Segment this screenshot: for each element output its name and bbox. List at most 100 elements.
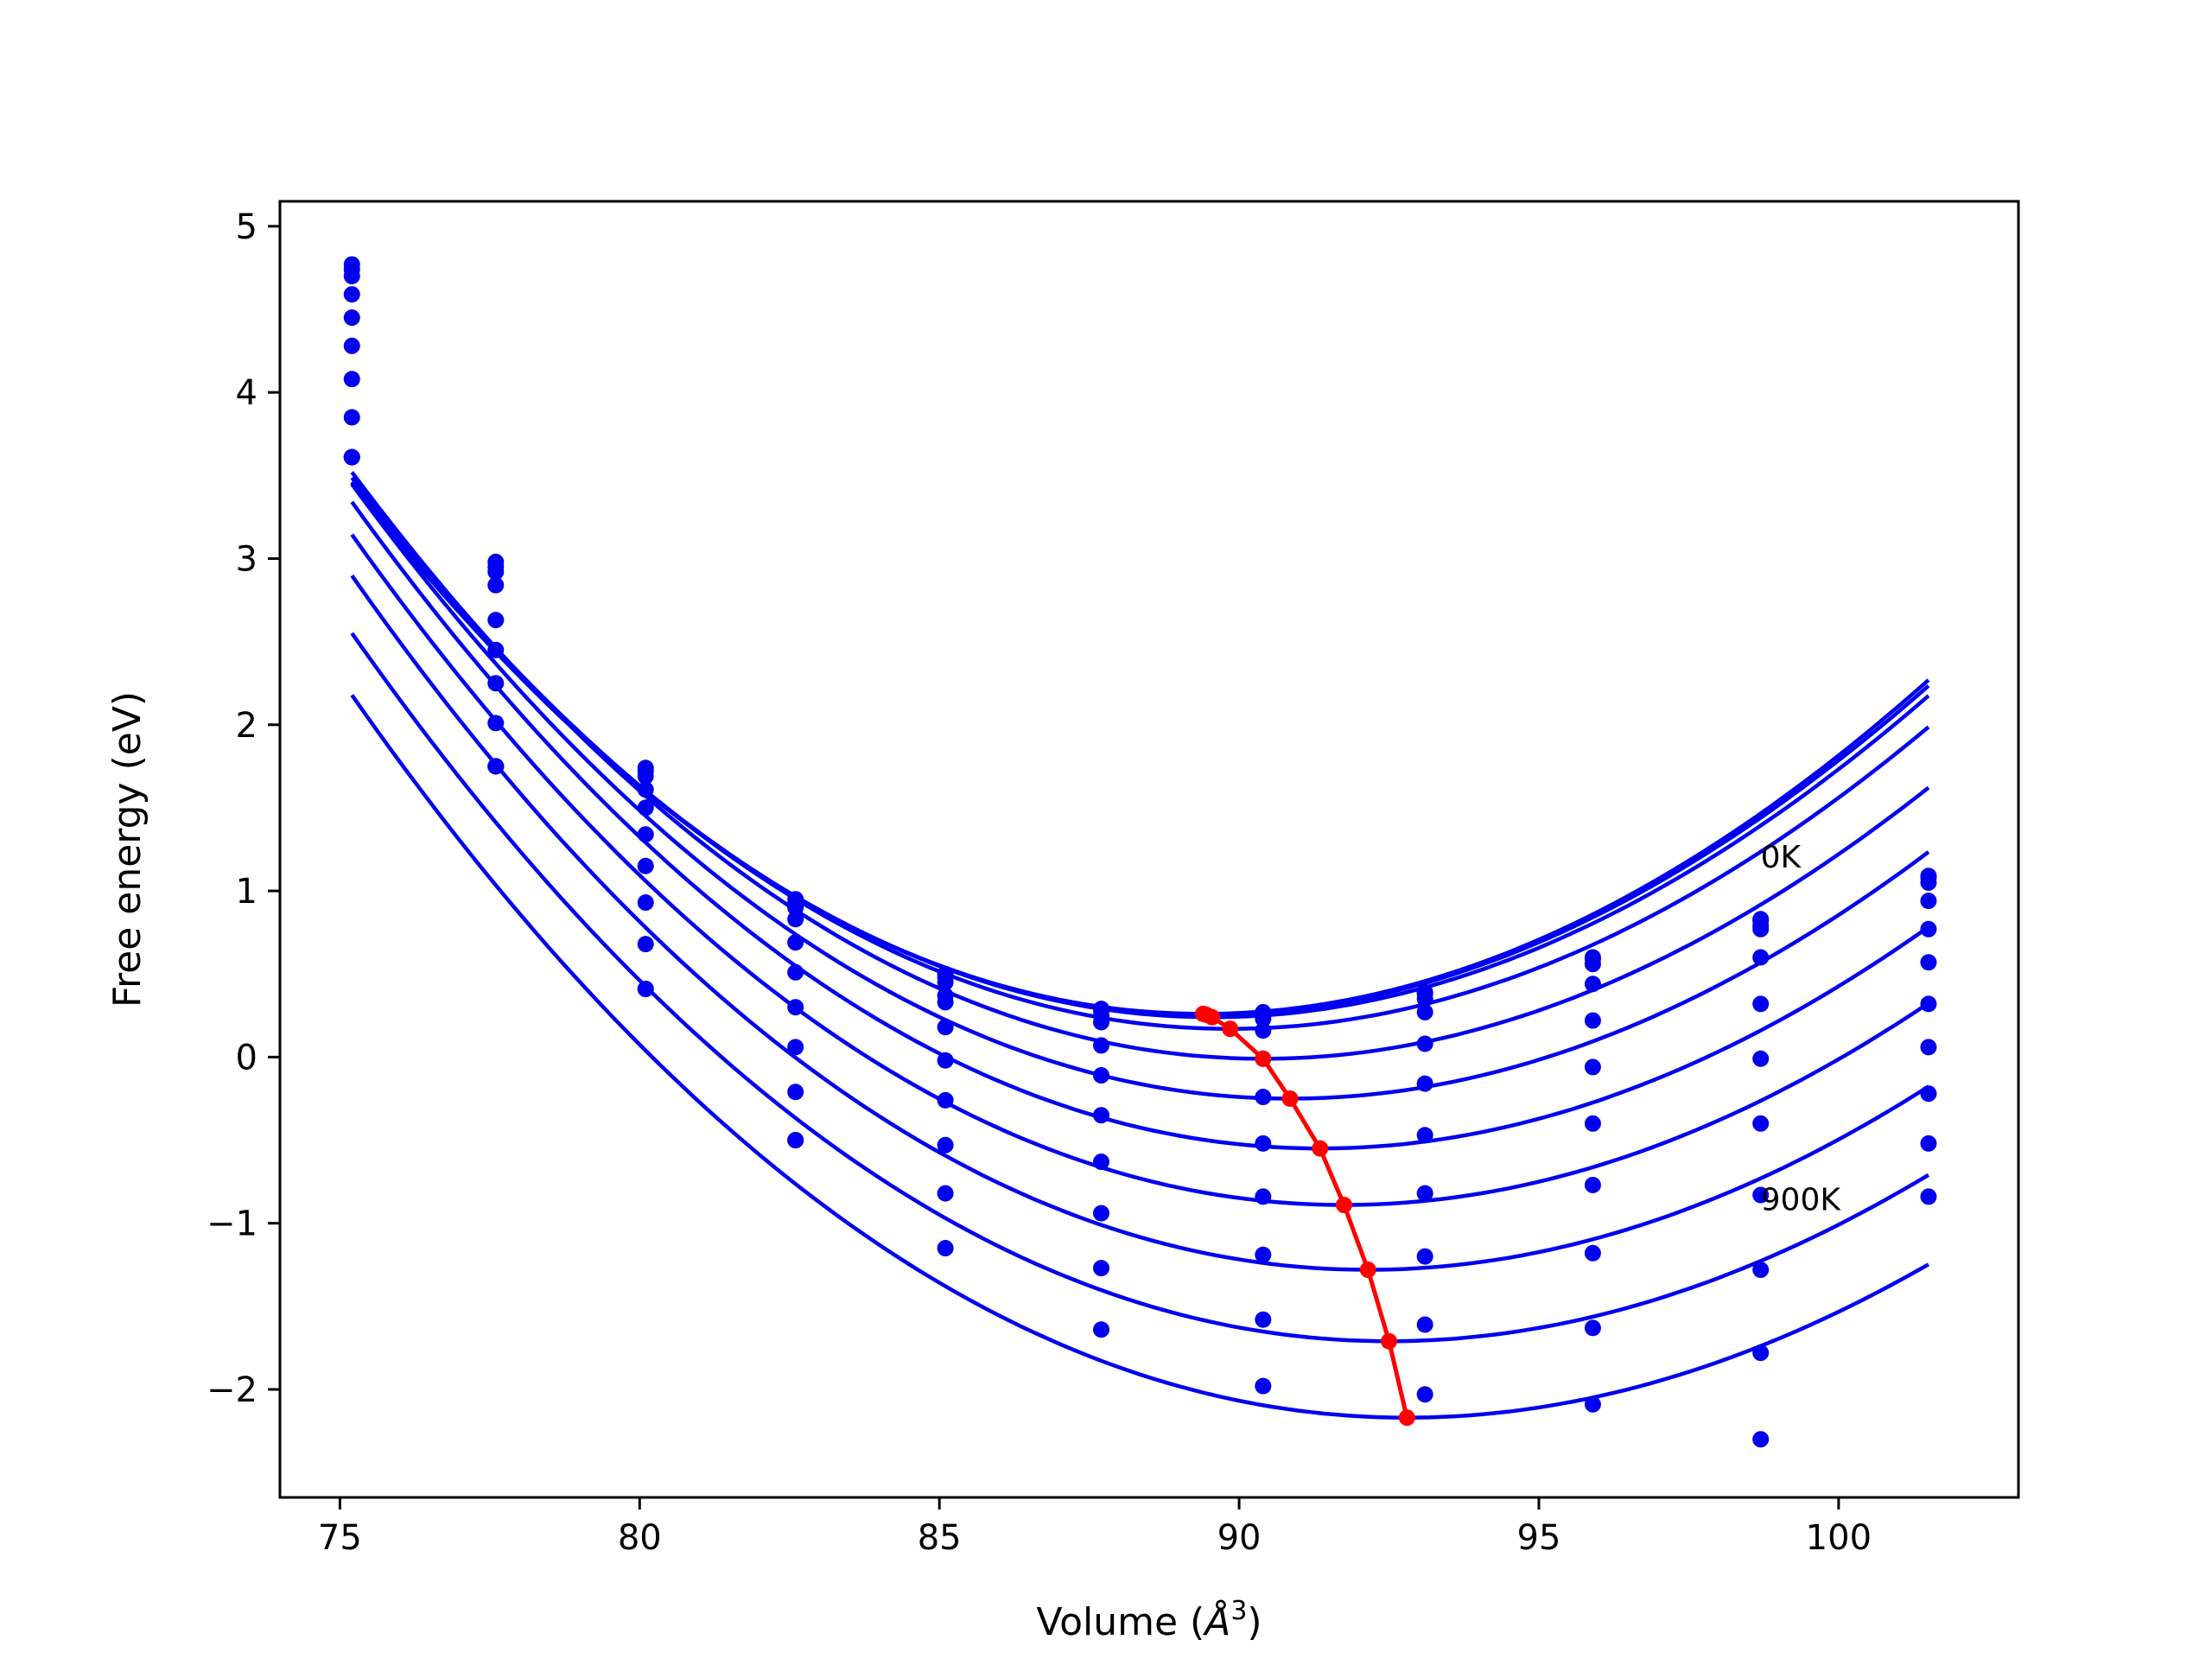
minimum-point-8 — [1359, 1262, 1376, 1279]
y-tick-label-6: 4 — [236, 373, 257, 413]
data-point-4-0 — [343, 309, 360, 327]
y-tick-label-5: 3 — [236, 539, 257, 579]
data-point-4-4 — [937, 994, 954, 1011]
data-point-2-1 — [487, 563, 505, 581]
data-point-10-0 — [343, 448, 360, 466]
fit-curve-6 — [350, 500, 1930, 1151]
data-point-6-5 — [1092, 1107, 1109, 1124]
data-point-10-4 — [937, 1240, 954, 1257]
x-tick-label-0: 75 — [318, 1518, 362, 1558]
data-point-9-5 — [1092, 1260, 1109, 1277]
x-axis-label: Volume (Å3) — [1036, 1596, 1262, 1644]
data-point-10-6 — [1255, 1377, 1272, 1395]
data-point-10-10 — [1920, 1188, 1937, 1205]
data-point-9-8 — [1584, 1319, 1601, 1337]
data-point-7-8 — [1584, 1176, 1601, 1193]
data-point-4-8 — [1584, 1012, 1601, 1029]
data-point-9-10 — [1920, 1135, 1937, 1152]
data-point-7-2 — [637, 894, 654, 912]
data-point-4-9 — [1752, 949, 1770, 966]
data-point-4-3 — [787, 934, 804, 951]
data-point-4-10 — [1920, 920, 1937, 938]
y-tick-label-0: −2 — [207, 1370, 257, 1410]
data-point-5-1 — [487, 641, 505, 658]
fit-curve-7 — [350, 533, 1930, 1207]
data-point-5-10 — [1920, 954, 1937, 971]
data-point-3-8 — [1584, 976, 1601, 993]
data-point-10-2 — [637, 981, 654, 998]
data-point-3-2 — [637, 781, 654, 798]
minimum-point-9 — [1381, 1332, 1398, 1350]
data-point-10-1 — [487, 758, 505, 775]
data-point-2-4 — [937, 974, 954, 991]
minimum-point-4 — [1255, 1050, 1272, 1067]
fit-curve-8 — [350, 574, 1930, 1272]
data-point-5-3 — [787, 963, 804, 981]
x-axis-label-suffix: ) — [1247, 1600, 1262, 1644]
data-point-8-3 — [787, 1084, 804, 1101]
data-point-3-1 — [487, 576, 505, 594]
data-point-2-2 — [637, 767, 654, 785]
data-point-8-10 — [1920, 1085, 1937, 1103]
x-axis-label-prefix: Volume ( — [1036, 1600, 1205, 1644]
data-point-10-8 — [1584, 1395, 1601, 1413]
data-point-7-3 — [787, 1039, 804, 1056]
data-point-10-3 — [787, 1132, 804, 1149]
data-point-8-7 — [1416, 1248, 1433, 1265]
data-point-7-0 — [343, 409, 360, 426]
data-point-7-6 — [1255, 1188, 1272, 1205]
data-point-6-1 — [487, 675, 505, 692]
minimum-point-6 — [1312, 1140, 1329, 1157]
data-point-2-6 — [1255, 1010, 1272, 1027]
data-point-6-2 — [637, 857, 654, 874]
data-point-2-8 — [1584, 956, 1601, 973]
annotation-1: 900K — [1761, 1182, 1842, 1217]
data-point-6-7 — [1416, 1127, 1433, 1144]
data-point-5-0 — [343, 337, 360, 354]
y-tick-label-3: 1 — [236, 872, 257, 912]
y-tick-label-7: 5 — [236, 207, 257, 247]
y-tick-label-4: 2 — [236, 706, 257, 746]
axes: 75 80 85 90 95 100 −2 −1 0 1 2 3 4 5 — [207, 207, 1872, 1558]
x-tick-label-3: 90 — [1217, 1518, 1262, 1558]
data-point-7-7 — [1416, 1185, 1433, 1202]
data-point-9-4 — [937, 1185, 954, 1202]
axes-frame — [278, 200, 2020, 1499]
data-point-5-5 — [1092, 1067, 1109, 1084]
data-point-8-6 — [1255, 1246, 1272, 1263]
data-point-4-7 — [1416, 1035, 1433, 1052]
data-point-7-1 — [487, 715, 505, 732]
data-point-8-9 — [1752, 1186, 1770, 1204]
data-point-3-6 — [1255, 1022, 1272, 1039]
data-point-5-8 — [1584, 1058, 1601, 1076]
minimum-point-3 — [1222, 1020, 1239, 1038]
fit-curve-4 — [350, 471, 1930, 1061]
y-axis-label: Free energy (eV) — [105, 691, 149, 1007]
x-axis-label-power: 3 — [1230, 1596, 1247, 1626]
annotation-0: 0K — [1761, 840, 1802, 875]
data-point-10-5 — [1092, 1321, 1109, 1338]
data-point-9-6 — [1255, 1311, 1272, 1328]
data-point-10-9 — [1752, 1344, 1770, 1362]
data-point-3-9 — [1752, 920, 1770, 938]
x-tick-label-5: 100 — [1806, 1518, 1872, 1558]
data-point-8-8 — [1584, 1244, 1601, 1262]
plot-marks — [343, 256, 1937, 1448]
data-point-3-3 — [787, 911, 804, 928]
data-point-3-0 — [343, 286, 360, 303]
x-axis-label-symbol: Å — [1202, 1599, 1230, 1644]
extra-data-point-0 — [1752, 1431, 1770, 1448]
data-point-4-2 — [637, 799, 654, 817]
fit-curve-9 — [350, 632, 1930, 1344]
data-point-3-5 — [1092, 1014, 1109, 1031]
data-point-5-9 — [1752, 995, 1770, 1013]
data-point-6-8 — [1584, 1115, 1601, 1132]
minimum-point-7 — [1335, 1197, 1352, 1214]
data-point-3-7 — [1416, 1003, 1433, 1020]
data-point-8-5 — [1092, 1205, 1109, 1222]
data-point-2-3 — [787, 899, 804, 916]
data-point-7-5 — [1092, 1154, 1109, 1171]
x-tick-label-4: 95 — [1517, 1518, 1561, 1558]
data-point-6-6 — [1255, 1135, 1272, 1152]
